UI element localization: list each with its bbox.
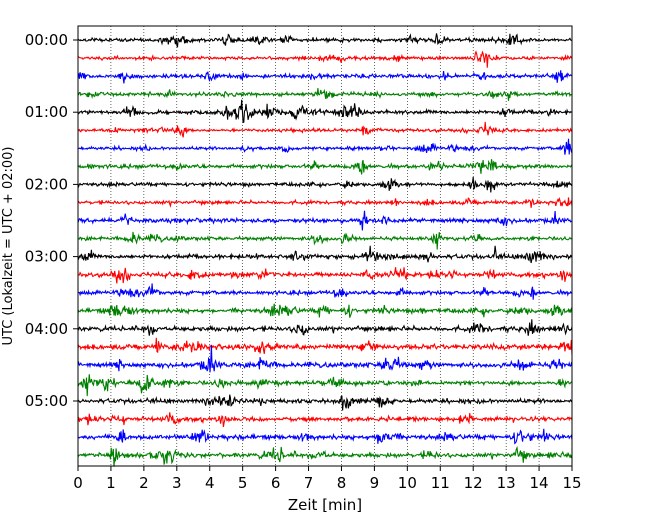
y-tick-label: 05:00 bbox=[25, 392, 68, 410]
x-tick-label: 13 bbox=[497, 474, 516, 492]
x-axis-label: Zeit [min] bbox=[288, 496, 362, 514]
x-tick-label: 0 bbox=[73, 474, 83, 492]
trace-0045 bbox=[77, 88, 573, 101]
trace-0000 bbox=[77, 33, 573, 48]
trace-0015 bbox=[77, 50, 573, 68]
x-tick-label: 3 bbox=[172, 474, 182, 492]
trace-0530 bbox=[77, 428, 573, 445]
y-tick-label: 01:00 bbox=[25, 103, 68, 121]
trace-0100 bbox=[77, 99, 573, 124]
y-tick-label: 00:00 bbox=[25, 31, 68, 49]
trace-0545 bbox=[77, 445, 573, 467]
x-tick-label: 1 bbox=[106, 474, 116, 492]
trace-0400 bbox=[77, 319, 573, 336]
trace-0430 bbox=[77, 345, 573, 373]
trace-0415 bbox=[77, 337, 573, 355]
x-tick-label: 8 bbox=[337, 474, 347, 492]
x-tick-label: 9 bbox=[370, 474, 380, 492]
trace-0315 bbox=[77, 267, 573, 284]
traces bbox=[77, 33, 573, 467]
y-tick-label: 04:00 bbox=[25, 320, 68, 338]
x-ticks: 0 1 2 3 4 5 6 7 8 9 10 11 12 13 14 15 bbox=[73, 466, 582, 492]
trace-0130 bbox=[77, 138, 573, 155]
x-tick-label: 15 bbox=[562, 474, 581, 492]
trace-0300 bbox=[77, 245, 573, 264]
gridlines bbox=[110, 26, 540, 466]
x-tick-label: 6 bbox=[271, 474, 281, 492]
x-tick-label: 5 bbox=[238, 474, 248, 492]
x-tick-label: 7 bbox=[304, 474, 314, 492]
trace-0215 bbox=[77, 196, 573, 208]
trace-0515 bbox=[77, 412, 573, 428]
x-tick-label: 10 bbox=[398, 474, 417, 492]
trace-0500 bbox=[77, 394, 573, 411]
x-tick-label: 4 bbox=[205, 474, 215, 492]
x-tick-label: 12 bbox=[464, 474, 483, 492]
trace-0200 bbox=[77, 177, 573, 193]
trace-0145 bbox=[77, 159, 573, 175]
x-tick-label: 11 bbox=[431, 474, 450, 492]
y-axis-label: UTC (Lokalzeit = UTC + 02:00) bbox=[1, 147, 16, 346]
y-ticks: 00:00 01:00 02:00 03:00 04:00 05:00 bbox=[25, 31, 78, 410]
trace-0330 bbox=[77, 283, 572, 300]
trace-0345 bbox=[77, 303, 573, 318]
x-tick-label: 2 bbox=[139, 474, 149, 492]
trace-0445 bbox=[77, 374, 573, 397]
trace-0245 bbox=[77, 231, 573, 250]
plot-frame bbox=[77, 25, 573, 467]
y-tick-label: 03:00 bbox=[25, 248, 68, 266]
x-tick-label: 14 bbox=[530, 474, 549, 492]
trace-0115 bbox=[77, 121, 573, 138]
trace-0030 bbox=[77, 70, 573, 84]
y-tick-label: 02:00 bbox=[25, 175, 68, 193]
trace-0230 bbox=[77, 210, 573, 231]
